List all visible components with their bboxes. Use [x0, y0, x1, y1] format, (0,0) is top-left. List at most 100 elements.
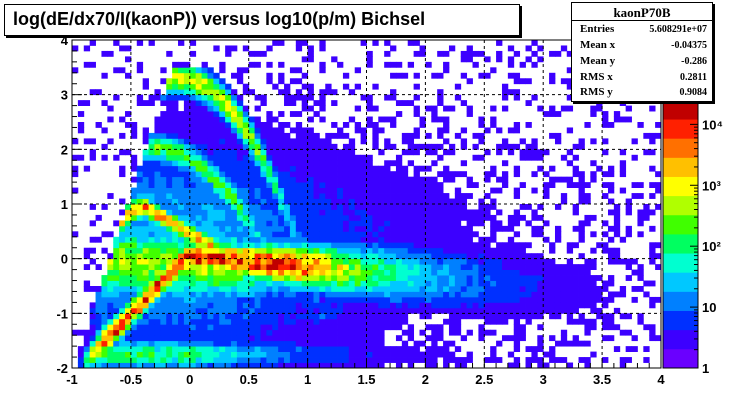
heatmap-cell	[531, 143, 538, 150]
heatmap-cell	[130, 335, 138, 342]
heatmap-cell	[578, 264, 585, 270]
heatmap-cell	[519, 264, 526, 270]
heatmap-cell	[231, 220, 238, 227]
heatmap-cell	[113, 346, 120, 352]
heatmap-cell	[142, 286, 149, 292]
heatmap-cell	[189, 340, 197, 347]
heatmap-cell	[307, 198, 314, 205]
heatmap-cell	[148, 264, 155, 270]
heatmap-cell	[395, 171, 403, 178]
heatmap-cell	[325, 258, 332, 265]
heatmap-cell	[431, 329, 438, 336]
heatmap-cell	[278, 143, 285, 150]
heatmap-cell	[154, 335, 161, 342]
heatmap-cell	[319, 362, 326, 369]
heatmap-cell	[272, 236, 279, 243]
heatmap-cell	[413, 171, 420, 178]
heatmap-cell	[254, 247, 261, 254]
heatmap-cell	[401, 318, 409, 325]
heatmap-cell	[566, 50, 574, 57]
heatmap-cell	[466, 280, 473, 287]
heatmap-cell	[278, 286, 285, 292]
heatmap-cell	[260, 138, 267, 145]
heatmap-cell	[354, 127, 362, 134]
heatmap-cell	[160, 209, 167, 216]
heatmap-cell	[160, 307, 167, 314]
heatmap-cell	[189, 351, 197, 358]
heatmap-cell	[431, 214, 438, 221]
heatmap-cell	[313, 220, 320, 227]
heatmap-cell	[466, 242, 473, 249]
heatmap-cell	[460, 275, 468, 281]
heatmap-cell	[407, 220, 415, 227]
heatmap-cell	[590, 286, 597, 292]
heatmap-cell	[272, 307, 279, 314]
heatmap-cell	[219, 231, 226, 238]
heatmap-cell	[448, 318, 456, 325]
heatmap-cell	[525, 56, 532, 63]
heatmap-cell	[219, 187, 226, 194]
heatmap-cell	[437, 220, 444, 227]
heatmap-cell	[331, 154, 338, 161]
heatmap-cell	[289, 111, 297, 117]
heatmap-cell	[331, 165, 338, 172]
heatmap-cell	[525, 307, 532, 314]
heatmap-cell	[331, 264, 338, 270]
heatmap-cell	[242, 296, 250, 303]
heatmap-cell	[454, 269, 462, 276]
heatmap-cell	[448, 204, 456, 210]
heatmap-cell	[354, 258, 362, 265]
heatmap-cell	[448, 231, 456, 238]
heatmap-cell	[366, 296, 373, 303]
heatmap-cell	[77, 351, 85, 358]
heatmap-cell	[431, 258, 438, 265]
heatmap-cell	[219, 247, 226, 254]
heatmap-cell	[201, 187, 208, 194]
heatmap-cell	[425, 165, 432, 172]
heatmap-cell	[325, 313, 332, 320]
heatmap-cell	[507, 236, 515, 243]
heatmap-cell	[278, 280, 285, 287]
heatmap-cell	[178, 253, 185, 260]
heatmap-cell	[384, 324, 391, 331]
heatmap-cell	[360, 307, 367, 314]
heatmap-cell	[413, 220, 420, 227]
heatmap-cell	[166, 269, 173, 276]
heatmap-cell	[166, 127, 173, 134]
heatmap-cell	[401, 176, 409, 183]
heatmap-cell	[607, 187, 615, 194]
heatmap-cell	[342, 198, 350, 205]
heatmap-cell	[107, 351, 114, 358]
heatmap-cell	[166, 307, 173, 314]
heatmap-cell	[384, 231, 391, 238]
heatmap-cell	[395, 351, 403, 358]
heatmap-cell	[319, 286, 326, 292]
heatmap-cell	[225, 94, 232, 101]
heatmap-cell	[195, 346, 202, 352]
heatmap-cell	[213, 231, 220, 238]
heatmap-cell	[307, 143, 314, 150]
heatmap-cell	[354, 204, 362, 210]
heatmap-cell	[272, 242, 279, 249]
color-scale-step	[663, 214, 698, 235]
heatmap-cell	[301, 83, 308, 90]
heatmap-cell	[360, 182, 367, 188]
heatmap-cell	[360, 247, 367, 254]
heatmap-cell	[354, 346, 362, 352]
heatmap-cell	[236, 78, 244, 85]
heatmap-cell	[372, 351, 379, 358]
heatmap-cell	[83, 362, 91, 369]
heatmap-cell	[619, 313, 627, 320]
heatmap-cell	[219, 280, 226, 287]
heatmap-cell	[248, 318, 255, 325]
heatmap-cell	[183, 209, 191, 216]
heatmap-cell	[284, 318, 291, 325]
heatmap-cell	[189, 143, 197, 150]
heatmap-cell	[419, 313, 426, 320]
heatmap-cell	[413, 187, 420, 194]
heatmap-cell	[454, 171, 462, 178]
heatmap-cell	[513, 291, 521, 298]
heatmap-cell	[619, 116, 627, 123]
heatmap-cell	[395, 324, 403, 331]
heatmap-cell	[525, 302, 532, 309]
